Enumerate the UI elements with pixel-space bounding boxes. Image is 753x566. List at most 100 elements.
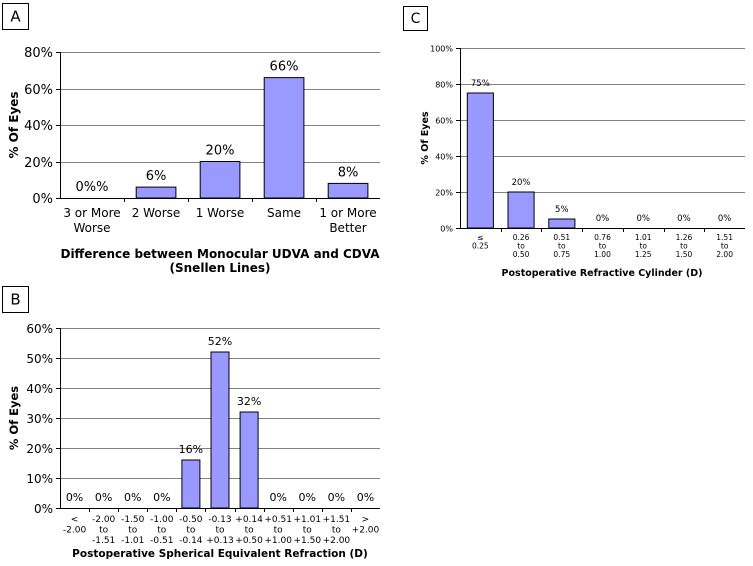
x-tick-label: -1.01 [121,536,144,546]
bar [327,182,369,199]
bar [263,77,305,199]
x-tick-label: to [332,526,342,536]
x-tick-label: > [362,515,370,525]
x-tick-label: to [245,526,255,536]
x-tick-label: to [215,526,225,536]
panel-badge-letter: B [10,290,20,308]
x-axis-title-line2: (Snellen Lines) [170,261,271,275]
x-tick-label: -0.50 [179,515,203,525]
bar [548,218,576,229]
x-tick-label: to [186,526,196,536]
data-label: 0% [636,214,650,224]
panel-badge-box [2,286,29,313]
data-label: 52% [208,335,232,348]
bar [181,459,201,509]
data-label: 8% [338,165,359,180]
x-tick-label: -1.50 [121,515,145,525]
data-label: 0% [357,491,374,504]
x-tick-label: +2.00 [352,526,380,536]
y-tick-label: 60% [26,322,53,336]
x-tick-label: +0.51 [264,515,292,525]
x-tick-label: +1.00 [264,536,292,546]
bar [239,411,259,509]
x-tick-label: +0.50 [235,536,263,546]
y-tick-label: 60% [24,83,53,98]
x-tick-label: < [71,515,79,525]
x-tick-label: -0.51 [150,536,173,546]
x-tick-label: 0.26 [513,233,530,242]
panel-badge-box [403,6,428,31]
data-label: 32% [237,395,261,408]
x-axis-title: Postoperative Spherical Equivalent Refra… [72,548,368,560]
y-tick-label: 20% [24,156,53,171]
y-tick-label: 0% [34,502,53,516]
x-tick-label: +1.51 [323,515,351,525]
x-tick-label: +0.14 [235,515,263,525]
x-tick-label: 2 Worse [132,206,181,220]
x-tick-label: to [128,526,138,536]
x-tick-label: -2.00 [92,515,116,525]
x-tick-label: 1.26 [676,233,693,242]
bar [210,351,230,509]
x-tick-label: to [639,242,647,251]
x-tick-label: 1.51 [716,233,733,242]
y-axis-title: % Of Eyes [7,386,21,450]
x-tick-label: 1.01 [635,233,652,242]
y-tick-label: 60% [435,116,453,125]
y-axis-title: % Of Eyes [420,111,431,164]
x-tick-label: -1.00 [150,515,174,525]
y-tick-label: 100% [430,44,453,53]
panel-b: B0%10%20%30%40%50%60%0%<-2.000%-2.00to-1… [2,286,380,560]
x-tick-label: to [680,242,688,251]
panel-badge-letter: C [411,11,421,27]
data-label: 0% [299,491,316,504]
x-tick-label: -0.14 [179,536,203,546]
y-tick-label: 30% [26,412,53,426]
x-tick-label: to [303,526,313,536]
data-label: 0% [269,491,286,504]
data-label: 0% [66,491,83,504]
data-label: 66% [270,60,299,75]
x-tick-label: 2.00 [716,250,733,259]
data-label: 6% [146,169,167,184]
data-label: 20% [512,178,531,188]
bar [135,186,177,199]
bar [466,92,494,229]
x-tick-label: 0.25 [472,242,489,251]
x-tick-label: to [517,242,525,251]
data-label: 0%% [76,180,109,195]
x-tick-label: to [721,242,729,251]
y-tick-label: 20% [435,188,453,197]
data-label: 5% [555,205,569,215]
x-tick-label: Same [267,206,301,220]
data-label: 16% [179,443,203,456]
y-tick-label: 80% [435,80,453,89]
x-tick-label: Worse [73,221,110,235]
x-tick-label: Better [329,221,366,235]
bar [507,191,535,229]
x-tick-label: 1 Worse [196,206,245,220]
x-tick-label: 1.50 [676,250,693,259]
data-label: 75% [471,79,490,89]
x-tick-label: -2.00 [63,526,87,536]
y-tick-label: 40% [435,152,453,161]
x-axis-title: Postoperative Refractive Cylinder (D) [502,268,703,279]
x-tick-label: -1.51 [92,536,115,546]
y-tick-label: 40% [24,119,53,134]
x-tick-label: +1.50 [293,536,321,546]
x-tick-label: 0.75 [553,250,570,259]
panel-badge-letter: A [10,7,21,25]
data-label: 0% [718,214,732,224]
x-axis-title: Difference between Monocular UDVA and CD… [60,247,380,261]
panel-badge-box [2,3,29,30]
x-tick-label: to [274,526,284,536]
bar [199,161,241,199]
x-tick-label: 1 or More [319,206,376,220]
data-label: 0% [677,214,691,224]
x-tick-label: +0.13 [206,536,234,546]
data-label: 0% [328,491,345,504]
panel-c: C0%20%40%60%80%100%75%≤0.2520%0.26to0.50… [403,6,745,279]
x-tick-label: 1.00 [594,250,611,259]
